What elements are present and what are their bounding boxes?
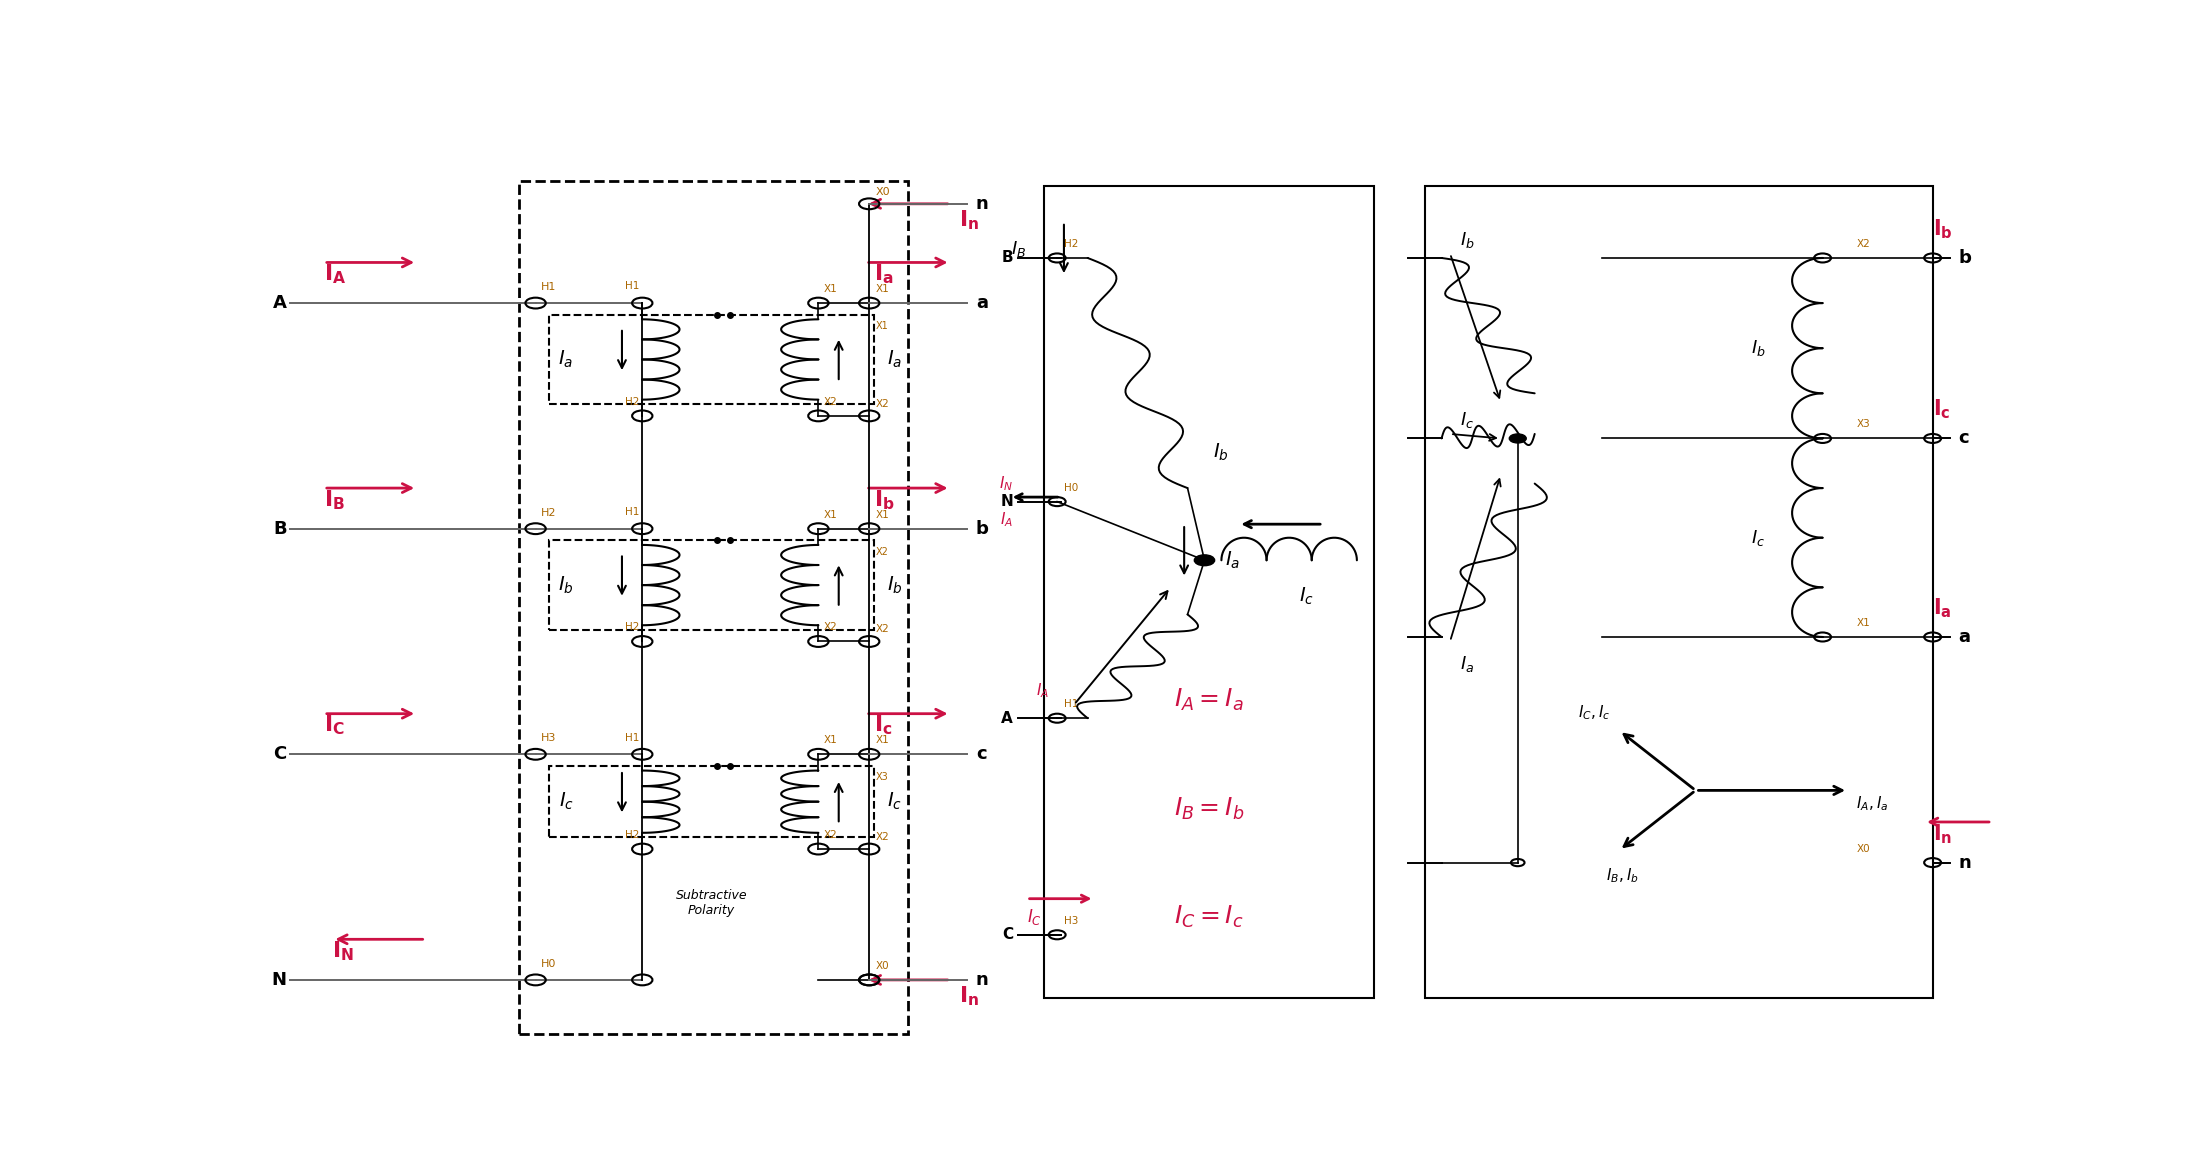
Text: $I_C, I_c$: $I_C, I_c$ [1578,703,1610,722]
Text: $I_N$: $I_N$ [999,475,1014,493]
Text: $I_a$: $I_a$ [1460,654,1475,674]
Text: $I_b$: $I_b$ [1750,339,1765,359]
Text: X1: X1 [1857,618,1870,628]
Text: n: n [1958,853,1971,872]
Text: X1: X1 [824,284,837,294]
Text: C: C [273,745,286,763]
Text: $I_b$: $I_b$ [1213,442,1228,463]
Text: a: a [1958,628,1971,646]
Text: b: b [977,519,990,538]
Text: H2: H2 [1064,239,1079,248]
Text: X3: X3 [1857,420,1870,429]
Text: X2: X2 [824,397,837,407]
Text: n: n [977,970,988,989]
Text: $I_c$: $I_c$ [1460,410,1475,430]
Text: Subtractive
Polarity: Subtractive Polarity [675,890,747,918]
Text: $I_B$: $I_B$ [1012,239,1027,259]
Text: c: c [977,745,985,763]
Bar [548,766,874,837]
Text: $I_b$: $I_b$ [887,574,902,595]
Text: $\mathbf{I_b}$: $\mathbf{I_b}$ [874,488,896,512]
Text: $\mathbf{I_b}$: $\mathbf{I_b}$ [1934,217,1953,241]
Text: $I_A, I_a$: $I_A, I_a$ [1857,795,1888,813]
Text: $\mathbf{I_c}$: $\mathbf{I_c}$ [1934,397,1951,422]
Text: $I_c$: $I_c$ [887,791,902,812]
Text: $\mathbf{I_A}$: $\mathbf{I_A}$ [323,263,347,286]
Text: X2: X2 [824,622,837,633]
Text: H2: H2 [625,830,638,840]
Text: $I_C$: $I_C$ [1027,907,1042,927]
Circle shape [1510,434,1527,443]
Text: H2: H2 [625,397,638,407]
Text: $\mathbf{I_C}$: $\mathbf{I_C}$ [323,714,345,737]
Text: $I_c$: $I_c$ [1298,586,1313,607]
Text: N: N [271,970,286,989]
Circle shape [1195,554,1215,566]
Text: $I_b$: $I_b$ [557,574,575,595]
Text: X2: X2 [876,398,889,409]
Text: B: B [273,519,286,538]
Text: X1: X1 [876,510,889,519]
Text: X1: X1 [876,735,889,745]
Text: H2: H2 [625,622,638,633]
Text: $\mathbf{I_a}$: $\mathbf{I_a}$ [874,263,894,286]
Text: X0: X0 [1857,844,1870,853]
Text: H0: H0 [540,959,555,969]
Text: H3: H3 [1064,915,1079,926]
Text: $I_a$: $I_a$ [887,349,902,370]
Text: b: b [1958,248,1971,267]
Text: X1: X1 [824,735,837,745]
Text: H1: H1 [625,507,638,517]
Text: X2: X2 [876,546,889,557]
Bar [1044,186,1374,999]
Text: $\mathbf{I_c}$: $\mathbf{I_c}$ [874,714,894,737]
Text: A: A [1001,710,1014,725]
Text: $I_A$: $I_A$ [1036,682,1049,701]
Text: H1: H1 [625,732,638,743]
Text: $I_A$: $I_A$ [1001,510,1014,529]
Bar [1425,186,1934,999]
Text: X0: X0 [876,961,889,970]
Text: n: n [977,195,988,213]
Text: $I_C = I_c$: $I_C = I_c$ [1173,904,1243,929]
Text: N: N [1001,495,1014,509]
Text: X2: X2 [876,625,889,634]
Text: H2: H2 [540,507,557,518]
Text: X2: X2 [876,832,889,841]
Text: $I_a$: $I_a$ [1226,550,1241,571]
Text: C: C [1003,927,1014,942]
Bar [548,540,874,629]
Text: H1: H1 [625,281,638,292]
Text: $I_A = I_a$: $I_A = I_a$ [1173,687,1243,714]
Text: $\mathbf{I_n}$: $\mathbf{I_n}$ [959,209,979,232]
Text: $I_c$: $I_c$ [1750,527,1765,547]
Bar [518,182,909,1034]
Text: H0: H0 [1064,483,1077,492]
Text: $I_a$: $I_a$ [559,349,575,370]
Text: $I_B = I_b$: $I_B = I_b$ [1173,796,1243,822]
Text: X1: X1 [876,321,889,332]
Text: $\mathbf{I_n}$: $\mathbf{I_n}$ [1934,822,1951,846]
Text: $I_c$: $I_c$ [559,791,575,812]
Text: $I_B, I_b$: $I_B, I_b$ [1606,866,1639,885]
Text: $\mathbf{I_B}$: $\mathbf{I_B}$ [323,488,345,512]
Text: X1: X1 [876,284,889,294]
Text: X0: X0 [876,186,891,197]
Text: c: c [1958,429,1969,448]
Text: H1: H1 [540,282,555,292]
Text: A: A [273,294,286,312]
Text: X1: X1 [824,510,837,519]
Text: B: B [1001,251,1014,265]
Text: H3: H3 [540,734,555,743]
Text: a: a [977,294,988,312]
Text: H1: H1 [1064,700,1079,709]
Text: $I_b$: $I_b$ [1460,230,1475,250]
Text: $\mathbf{I_a}$: $\mathbf{I_a}$ [1934,597,1951,620]
Text: X3: X3 [876,772,889,783]
Bar [548,315,874,404]
Text: $\mathbf{I_N}$: $\mathbf{I_N}$ [332,939,354,963]
Text: X2: X2 [824,830,837,840]
Text: $\mathbf{I_n}$: $\mathbf{I_n}$ [959,984,979,1008]
Text: X2: X2 [1857,239,1870,248]
